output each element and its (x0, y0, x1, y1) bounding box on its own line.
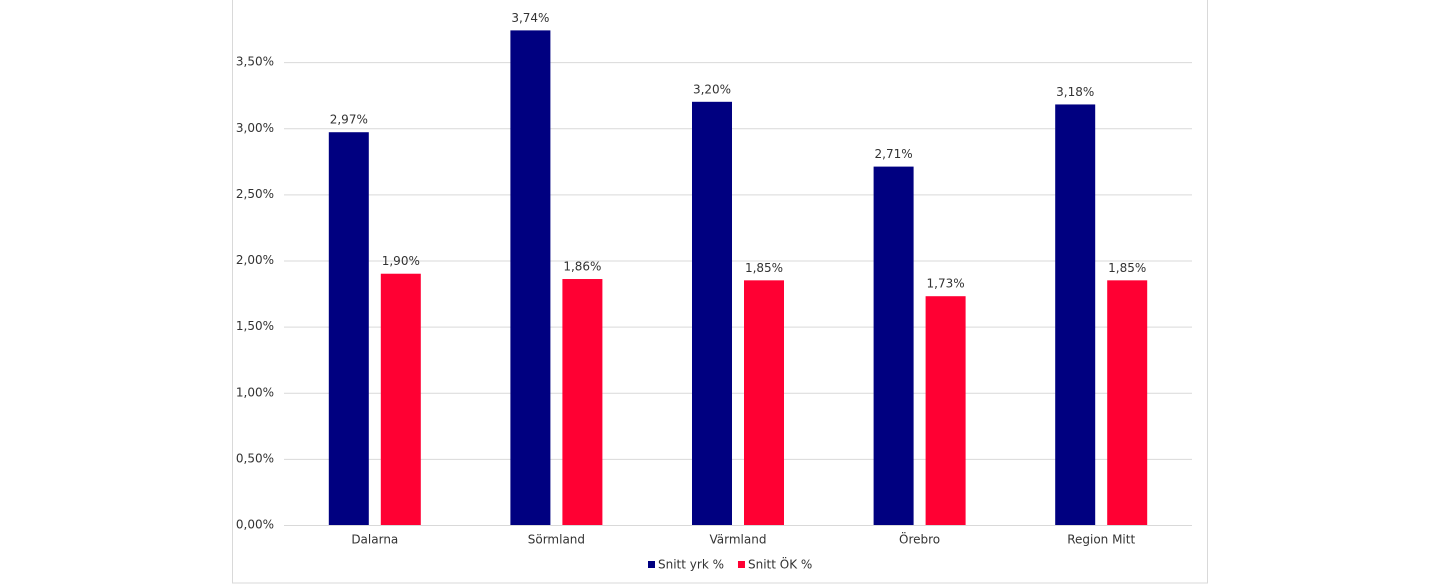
value-label: 1,90% (382, 254, 420, 268)
value-label: 3,18% (1056, 85, 1094, 99)
y-tick-label: 3,50% (236, 55, 274, 69)
x-tick-label: Region Mitt (1067, 533, 1135, 547)
bar (562, 279, 603, 525)
bar (925, 296, 966, 525)
legend-swatch (737, 561, 745, 568)
bar (744, 280, 784, 525)
value-label: 3,74% (511, 11, 549, 25)
value-label: 1,85% (1108, 261, 1146, 275)
bar (873, 166, 914, 526)
value-label: 2,97% (330, 113, 368, 127)
value-label: 3,20% (693, 82, 731, 96)
x-tick-label: Sörmland (528, 533, 585, 547)
legend-label: Snitt yrk % (658, 558, 724, 572)
legend-swatch (648, 561, 655, 568)
value-label: 2,71% (875, 147, 913, 161)
bar (692, 101, 732, 526)
y-tick-label: 1,00% (236, 385, 274, 399)
y-tick-label: 1,50% (236, 319, 274, 333)
bar (1107, 280, 1148, 525)
legend-label: Snitt ÖK % (748, 556, 812, 572)
y-tick-label: 0,00% (236, 518, 274, 532)
bar (1055, 104, 1096, 525)
value-label: 1,73% (927, 277, 965, 291)
x-tick-label: Värmland (710, 533, 767, 547)
y-tick-label: 2,00% (236, 253, 274, 267)
y-tick-label: 3,00% (236, 121, 274, 135)
x-tick-label: Dalarna (351, 533, 398, 547)
value-label: 1,85% (745, 261, 783, 275)
x-tick-label: Örebro (899, 531, 940, 547)
bar (510, 30, 551, 525)
value-label: 1,86% (563, 260, 601, 274)
bar (328, 132, 369, 525)
y-tick-label: 2,50% (236, 187, 274, 201)
bar (380, 273, 421, 525)
y-tick-label: 0,50% (236, 451, 274, 465)
